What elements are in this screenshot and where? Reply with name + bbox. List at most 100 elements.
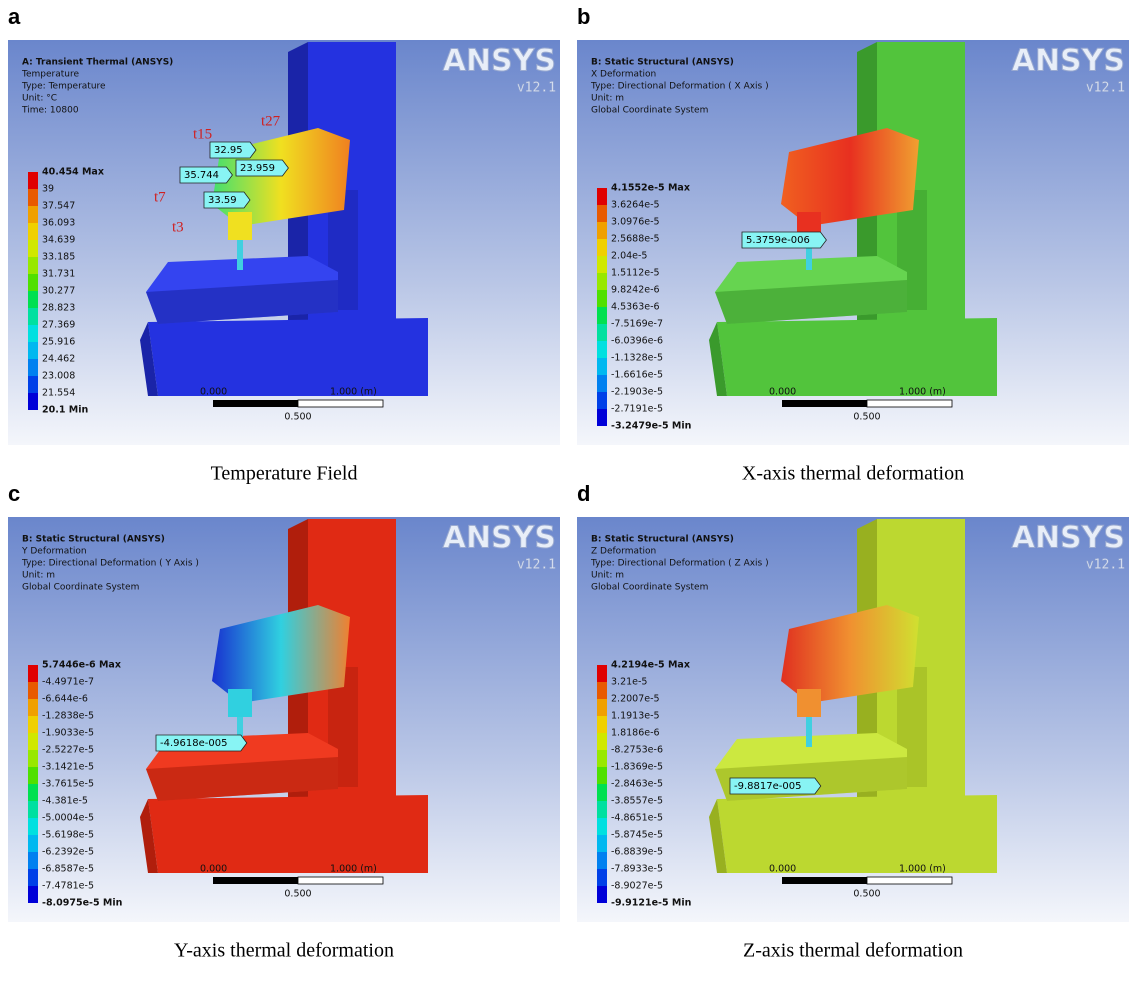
legend-swatch bbox=[28, 206, 38, 223]
legend-swatch bbox=[597, 409, 607, 426]
legend-swatch bbox=[28, 359, 38, 376]
scale-bar-white bbox=[298, 877, 383, 884]
point-tag: t27 bbox=[261, 113, 281, 129]
legend-swatch bbox=[597, 205, 607, 222]
legend-label: 24.462 bbox=[42, 354, 75, 365]
legend-swatch bbox=[597, 716, 607, 733]
legend-swatch bbox=[28, 767, 38, 784]
legend-swatch bbox=[28, 733, 38, 750]
legend-swatch bbox=[28, 835, 38, 852]
result-header: B: Static Structural (ANSYS) bbox=[591, 58, 734, 68]
panel-letter: d bbox=[577, 481, 590, 506]
result-header: B: Static Structural (ANSYS) bbox=[22, 535, 165, 545]
legend-swatch bbox=[597, 682, 607, 699]
result-header: Type: Temperature bbox=[21, 82, 106, 92]
ansys-version: v12.1 bbox=[1086, 558, 1125, 573]
result-header: Unit: m bbox=[591, 94, 624, 104]
legend-label: -8.0975e-5 Min bbox=[42, 898, 123, 909]
legend-label: 30.277 bbox=[42, 286, 75, 297]
probe-label: 35.744 bbox=[184, 170, 219, 181]
legend-label: -5.8745e-5 bbox=[611, 830, 663, 841]
spindle bbox=[797, 689, 821, 717]
legend-label: -2.1903e-5 bbox=[611, 387, 663, 398]
legend-swatch bbox=[28, 699, 38, 716]
legend-swatch bbox=[28, 240, 38, 257]
legend-swatch bbox=[597, 307, 607, 324]
legend-label: 21.554 bbox=[42, 388, 75, 399]
legend-swatch bbox=[28, 852, 38, 869]
legend-label: -2.7191e-5 bbox=[611, 404, 663, 415]
legend-label: -2.8463e-5 bbox=[611, 779, 663, 790]
scale-label: 0.500 bbox=[853, 889, 880, 900]
legend-swatch bbox=[597, 801, 607, 818]
panel-caption: Z-axis thermal deformation bbox=[743, 940, 963, 962]
legend-swatch bbox=[28, 801, 38, 818]
legend-label: 4.2194e-5 Max bbox=[611, 660, 690, 671]
ansys-view: A: Transient Thermal (ANSYS)TemperatureT… bbox=[8, 40, 560, 445]
legend-label: -4.4971e-7 bbox=[42, 677, 94, 688]
panel-letter: a bbox=[8, 4, 21, 29]
tool bbox=[806, 717, 812, 747]
legend-label: 3.6264e-5 bbox=[611, 200, 660, 211]
legend-swatch bbox=[28, 189, 38, 206]
legend-swatch bbox=[597, 375, 607, 392]
legend-label: 2.5688e-5 bbox=[611, 234, 660, 245]
legend-label: 4.5363e-6 bbox=[611, 302, 660, 313]
result-header: Y Deformation bbox=[21, 547, 87, 557]
legend-label: -3.1421e-5 bbox=[42, 762, 94, 773]
result-header: Unit: m bbox=[591, 571, 624, 581]
spindle bbox=[228, 212, 252, 240]
result-header: Global Coordinate System bbox=[591, 106, 708, 116]
point-tag: t15 bbox=[193, 126, 212, 142]
base bbox=[717, 795, 997, 873]
legend-swatch bbox=[597, 699, 607, 716]
legend-swatch bbox=[28, 716, 38, 733]
legend-label: -6.0396e-6 bbox=[611, 336, 663, 347]
point-tag: t3 bbox=[172, 219, 184, 235]
legend-label: -3.8557e-5 bbox=[611, 796, 663, 807]
legend-label: 28.823 bbox=[42, 303, 75, 314]
point-tag: t7 bbox=[154, 189, 166, 205]
legend-label: -7.4781e-5 bbox=[42, 881, 94, 892]
legend-label: -6.8839e-5 bbox=[611, 847, 663, 858]
legend-swatch bbox=[28, 869, 38, 886]
legend-swatch bbox=[597, 188, 607, 205]
legend-swatch bbox=[28, 376, 38, 393]
legend-label: -4.381e-5 bbox=[42, 796, 88, 807]
legend-swatch bbox=[28, 682, 38, 699]
legend-swatch bbox=[28, 886, 38, 903]
scale-bar-black bbox=[213, 400, 298, 407]
result-header: Global Coordinate System bbox=[591, 583, 708, 593]
ansys-logo: ANSYS bbox=[1012, 44, 1125, 79]
legend-label: -8.2753e-6 bbox=[611, 745, 663, 756]
scale-bar-black bbox=[213, 877, 298, 884]
legend-swatch bbox=[28, 393, 38, 410]
scale-label: 1.000 (m) bbox=[330, 864, 377, 875]
scale-label: 0.000 bbox=[769, 387, 796, 398]
legend-label: -6.2392e-5 bbox=[42, 847, 94, 858]
scale-label: 0.500 bbox=[284, 412, 311, 423]
legend-label: -5.6198e-5 bbox=[42, 830, 94, 841]
legend-swatch bbox=[28, 665, 38, 682]
panel-caption: Y-axis thermal deformation bbox=[174, 940, 394, 962]
legend-label: -7.5169e-7 bbox=[611, 319, 663, 330]
legend-label: -3.7615e-5 bbox=[42, 779, 94, 790]
scale-label: 1.000 (m) bbox=[899, 387, 946, 398]
result-header: Z Deformation bbox=[591, 547, 656, 557]
legend-label: 1.5112e-5 bbox=[611, 268, 660, 279]
result-header: Type: Directional Deformation ( Z Axis ) bbox=[590, 559, 769, 569]
base bbox=[148, 795, 428, 873]
scale-label: 0.000 bbox=[200, 864, 227, 875]
legend-swatch bbox=[597, 835, 607, 852]
legend-label: 5.7446e-6 Max bbox=[42, 660, 121, 671]
legend-swatch bbox=[28, 750, 38, 767]
legend-label: -6.8587e-5 bbox=[42, 864, 94, 875]
result-header: Type: Directional Deformation ( Y Axis ) bbox=[21, 559, 199, 569]
ansys-view: B: Static Structural (ANSYS)Z Deformatio… bbox=[577, 517, 1129, 922]
legend-swatch bbox=[28, 308, 38, 325]
legend-swatch bbox=[597, 239, 607, 256]
panel-caption: X-axis thermal deformation bbox=[742, 463, 964, 485]
spindle bbox=[228, 689, 252, 717]
legend-label: 3.0976e-5 bbox=[611, 217, 660, 228]
legend-label: 33.185 bbox=[42, 252, 75, 263]
